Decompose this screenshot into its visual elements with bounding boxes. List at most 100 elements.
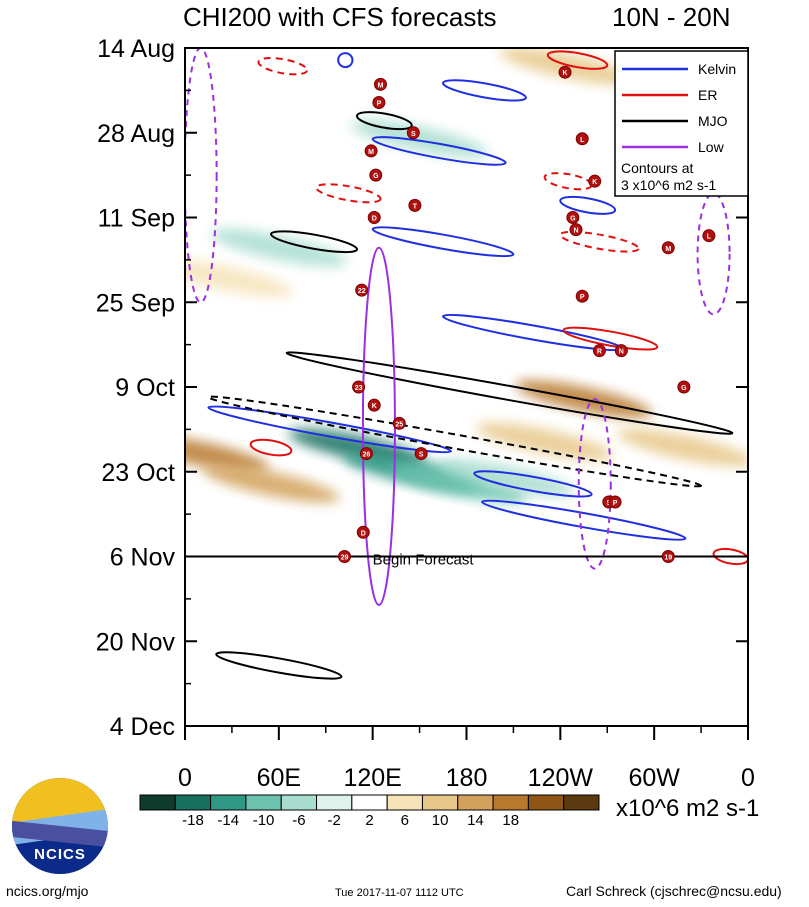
footer-timestamp: Tue 2017-11-07 1112 UTC — [335, 887, 464, 899]
legend-note-units: 3 x10^6 m2 s-1 — [621, 177, 716, 193]
anomaly-patch — [185, 434, 270, 473]
colorbar-tick-label: 18 — [502, 812, 519, 829]
storm-label: L — [707, 234, 712, 241]
storm-label: P — [580, 294, 585, 301]
storm-marker-icon — [592, 344, 606, 358]
storm-label: N — [619, 349, 624, 356]
kelvin-contour — [371, 226, 515, 258]
storm-marker-icon — [373, 77, 387, 91]
storm-marker-icon — [677, 380, 691, 394]
colorbar-segment — [139, 794, 176, 811]
colorbar-tick-label: -18 — [182, 812, 204, 829]
storm-marker-icon — [566, 211, 580, 224]
y-tick-label: 9 Oct — [115, 374, 175, 402]
storm-label: K — [592, 179, 597, 186]
storm-label: T — [413, 203, 418, 210]
logo-text: NCICS — [34, 846, 86, 863]
x-tick-label: 0 — [741, 764, 755, 792]
er-contour — [546, 50, 609, 70]
colorbar-segment — [527, 794, 565, 811]
colorbar-segment — [563, 794, 600, 811]
storm-marker-icon — [355, 283, 369, 297]
storm-marker-icon — [614, 344, 628, 358]
low-contour — [577, 398, 612, 570]
colorbar-tick-label: 14 — [467, 812, 484, 829]
kelvin-contour — [337, 52, 354, 69]
storm-label: K — [562, 70, 567, 77]
mjo-contour — [355, 111, 413, 131]
storm-marker-icon — [372, 95, 386, 109]
colorbar-tick-label: 10 — [432, 812, 449, 829]
storm-label: 29 — [341, 555, 349, 562]
colorbar-segment — [421, 794, 459, 811]
y-tick-label: 6 Nov — [110, 544, 176, 572]
storm-label: 23 — [355, 385, 363, 392]
mjo-contour — [285, 351, 734, 435]
colorbar-segment — [316, 794, 353, 811]
colorbar-segment — [386, 794, 423, 811]
colorbar-units: x10^6 m2 s-1 — [616, 795, 759, 822]
storm-label: 22 — [358, 288, 366, 295]
ncics-logo: NCICS — [12, 778, 108, 874]
forecast-label: Begin Forecast — [373, 552, 475, 569]
storm-marker-icon — [367, 211, 381, 224]
er-contour — [249, 438, 293, 457]
storm-marker-icon — [588, 174, 602, 188]
chart-title: CHI200 with CFS forecasts — [183, 2, 497, 32]
storm-marker-icon — [352, 380, 366, 394]
storm-label: K — [372, 403, 377, 410]
anomaly-patch — [210, 229, 348, 267]
er-contour — [315, 183, 382, 204]
storm-marker-icon — [338, 550, 352, 563]
mjo-contour — [269, 230, 359, 254]
er-contour — [712, 547, 748, 566]
er-contour — [562, 326, 659, 351]
colorbar-tick-label: -6 — [292, 812, 305, 829]
storm-label: L — [580, 137, 585, 144]
footer-url[interactable]: ncics.org/mjo — [6, 883, 89, 899]
storm-label: P — [377, 100, 382, 107]
storm-marker-icon — [414, 447, 428, 461]
storm-label: G — [570, 216, 576, 223]
colorbar-segment — [457, 794, 494, 811]
mjo-contour — [215, 651, 343, 680]
storm-marker-icon — [702, 229, 716, 243]
anomaly-patch — [476, 422, 614, 461]
storm-marker-icon — [392, 416, 406, 430]
x-tick-label: 180 — [446, 764, 488, 792]
anomaly-patch — [616, 428, 748, 467]
storm-label: G — [681, 385, 687, 392]
kelvin-contour — [442, 79, 527, 102]
mjo-contour — [207, 395, 703, 488]
legend-label: ER — [698, 87, 717, 103]
footer-credit: Carl Schreck (cjschrec@ncsu.edu) — [566, 883, 782, 899]
storm-marker-icon — [575, 289, 589, 303]
x-tick-label: 0 — [178, 764, 192, 792]
storm-marker-icon — [356, 525, 370, 539]
legend-label: MJO — [698, 113, 728, 129]
storm-label: N — [573, 228, 578, 235]
storm-marker-icon — [661, 241, 675, 255]
colorbar-tick-label: 6 — [401, 812, 409, 829]
storm-marker-icon — [359, 447, 373, 461]
storm-marker-icon — [367, 398, 381, 412]
legend-box — [614, 50, 749, 197]
storm-marker-icon — [569, 223, 583, 237]
legend-note: Contours at — [621, 160, 693, 176]
colorbar-segment — [245, 794, 282, 811]
storm-label: M — [368, 149, 374, 156]
storm-label: M — [378, 82, 384, 89]
storm-marker-icon — [408, 198, 422, 212]
colorbar-tick-label: -2 — [328, 812, 341, 829]
storm-label: G — [373, 173, 379, 180]
storm-label: P — [613, 500, 618, 507]
storm-label: D — [361, 530, 366, 537]
colorbar-tick-label: -14 — [217, 812, 239, 829]
y-tick-label: 20 Nov — [96, 628, 176, 656]
er-contour — [559, 230, 640, 253]
kelvin-contour — [559, 195, 617, 215]
storm-label: D — [372, 216, 377, 223]
colorbar-segment — [280, 794, 318, 811]
